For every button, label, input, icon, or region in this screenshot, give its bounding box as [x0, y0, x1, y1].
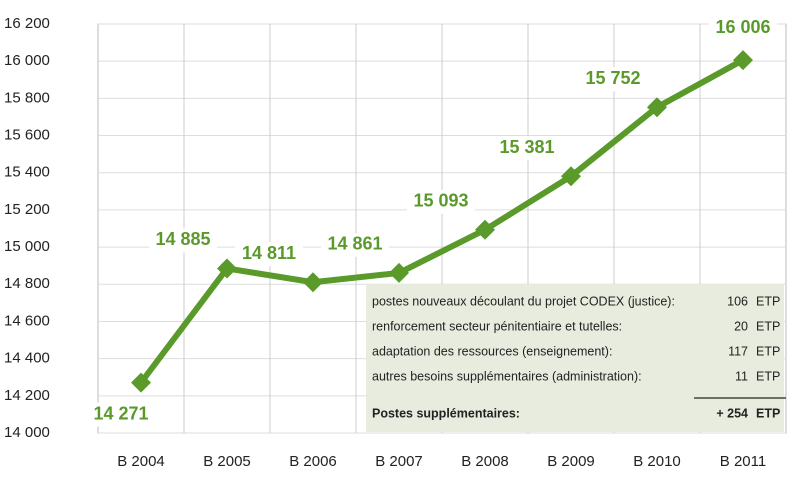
- data-label: 16 006: [715, 17, 770, 37]
- line: [138, 57, 745, 385]
- table-label: Postes supplémentaires:: [372, 406, 520, 420]
- data-label: 15 752: [585, 68, 640, 88]
- x-tick-label: B 2010: [633, 453, 681, 470]
- x-tick-label: B 2011: [720, 453, 766, 470]
- data-label: 14 861: [327, 234, 382, 254]
- y-tick-label: 15 200: [4, 201, 50, 218]
- annotation-box: [366, 284, 784, 432]
- x-tick-label: B 2005: [203, 453, 251, 470]
- table-value: 11: [735, 369, 748, 383]
- data-label: 14 271: [93, 403, 148, 423]
- table-unit: ETP: [756, 344, 780, 358]
- marker: [561, 166, 581, 187]
- table-unit: ETP: [756, 406, 780, 420]
- y-tick-label: 14 600: [4, 312, 50, 329]
- x-tick-label: B 2008: [461, 453, 509, 470]
- marker: [303, 272, 323, 293]
- y-tick-label: 15 800: [4, 89, 50, 106]
- marker: [131, 372, 151, 393]
- table-label: postes nouveaux découlant du projet CODE…: [372, 294, 675, 308]
- table-value: 20: [734, 319, 748, 333]
- x-tick-label: B 2009: [547, 453, 595, 470]
- table-unit: ETP: [756, 369, 780, 383]
- x-tick-label: B 2006: [289, 453, 337, 470]
- y-tick-label: 14 800: [4, 275, 50, 292]
- table-label: renforcement secteur pénitentiaire et tu…: [372, 319, 622, 333]
- table-value: 117: [728, 344, 748, 358]
- y-tick-label: 14 200: [4, 387, 50, 404]
- y-tick-label: 16 200: [4, 15, 50, 32]
- marker: [217, 258, 237, 279]
- y-tick-label: 15 400: [4, 164, 50, 181]
- table-value: 106: [727, 294, 748, 308]
- x-tick-label: B 2004: [117, 453, 165, 470]
- marker: [647, 97, 667, 118]
- data-label-bg: [87, 402, 155, 427]
- data-label-bg: [321, 232, 389, 257]
- y-tick-label: 14 000: [4, 424, 50, 441]
- data-label: 14 885: [155, 229, 210, 249]
- marker: [733, 50, 753, 71]
- data-label: 15 381: [499, 137, 554, 157]
- table-unit: ETP: [756, 294, 780, 308]
- y-tick-label: 15 600: [4, 127, 50, 144]
- marker: [389, 262, 409, 283]
- data-label-bg: [579, 67, 647, 92]
- x-tick-label: B 2007: [375, 453, 423, 470]
- y-tick-label: 16 000: [4, 52, 50, 69]
- data-label-bg: [235, 242, 303, 267]
- table-label: autres besoins supplémentaires (administ…: [372, 369, 642, 383]
- data-label-bg: [149, 228, 217, 253]
- data-label: 15 093: [413, 191, 468, 211]
- table-value: + 254: [716, 406, 748, 420]
- data-label-bg: [407, 189, 475, 214]
- data-label: 14 811: [242, 243, 296, 263]
- data-label-bg: [709, 16, 777, 41]
- table-label: adaptation des ressources (enseignement)…: [372, 344, 612, 358]
- marker: [475, 219, 495, 240]
- y-tick-label: 14 400: [4, 350, 50, 367]
- data-label-bg: [493, 136, 561, 161]
- y-tick-label: 15 000: [4, 238, 50, 255]
- table-unit: ETP: [756, 319, 780, 333]
